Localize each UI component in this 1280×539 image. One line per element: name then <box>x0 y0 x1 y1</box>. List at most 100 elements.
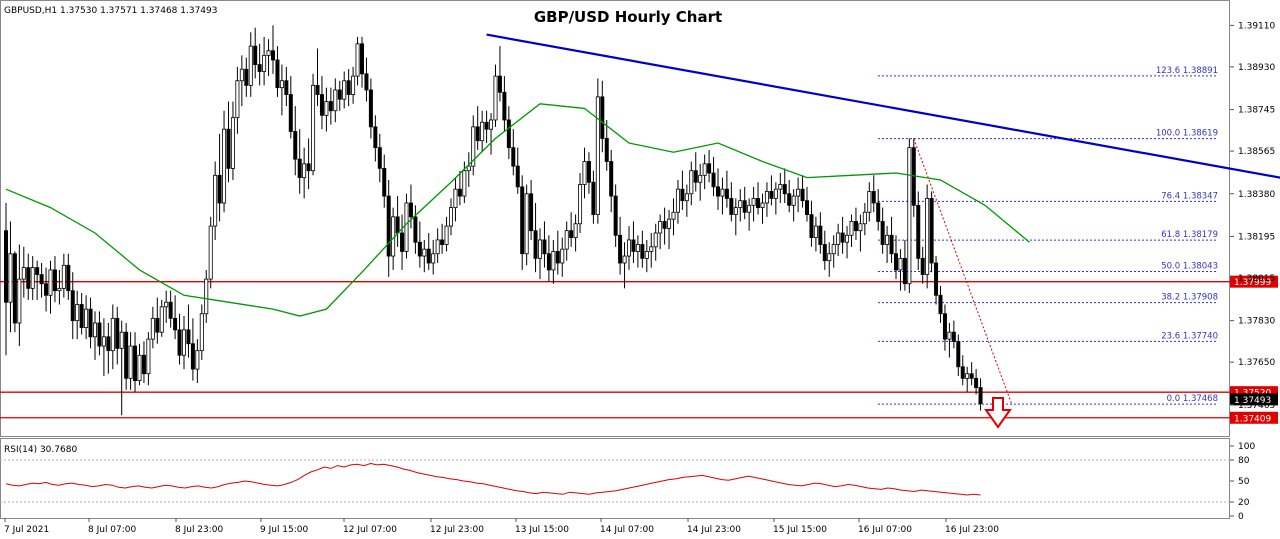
price-tick-label: 1.39110 <box>1238 21 1275 31</box>
candle-body <box>164 301 169 308</box>
candle-body <box>533 230 538 259</box>
candle-body <box>627 239 632 257</box>
current-price-box <box>1230 393 1278 406</box>
rsi-line <box>5 462 981 496</box>
candle-body <box>951 331 956 342</box>
candle-body <box>586 161 591 183</box>
candle-body <box>693 170 698 183</box>
rsi-title: RSI(14) 30.7680 <box>4 445 77 455</box>
candle-body <box>684 193 689 202</box>
candle-body <box>813 225 818 239</box>
candle-body <box>17 278 22 324</box>
candle-body <box>591 181 596 215</box>
candle-body <box>226 128 231 169</box>
candle-body <box>275 59 280 89</box>
candle-body <box>110 317 115 352</box>
candle-body <box>800 188 805 202</box>
current-price-label: 1.37493 <box>1234 396 1271 406</box>
candle-body <box>578 184 583 225</box>
candle-body <box>266 50 271 56</box>
candle-body <box>39 274 44 285</box>
time-tick-label: 15 Jul 15:00 <box>773 525 827 535</box>
candle-body <box>925 197 930 275</box>
candle-body <box>778 184 783 190</box>
candle-body <box>974 377 979 388</box>
candle-body <box>885 234 890 245</box>
candle-body <box>288 94 293 132</box>
candle-body <box>716 186 721 197</box>
down-arrow-icon <box>984 397 1012 429</box>
level-price-label: 1.37409 <box>1234 414 1271 424</box>
candle-body <box>35 267 40 275</box>
candle-body <box>782 184 787 195</box>
candle-body <box>613 195 618 236</box>
candle-body <box>302 163 307 179</box>
candle-body <box>689 170 694 195</box>
candle-body <box>960 366 965 379</box>
candle-body <box>760 202 765 209</box>
candle-body <box>382 168 387 197</box>
candle-body <box>724 188 729 199</box>
candle-body <box>818 225 823 245</box>
candle-body <box>609 161 614 197</box>
candle-body <box>257 64 262 72</box>
candle-body <box>444 225 449 245</box>
candle-body <box>738 200 743 209</box>
time-axis-layer: 7 Jul 2021 8 Jul 07:00 8 Jul 23:00 9 Jul 15… <box>4 518 999 535</box>
price-tick-label: 1.38380 <box>1238 190 1275 200</box>
candle-body <box>448 207 453 227</box>
candle-body <box>373 126 378 149</box>
candle-body <box>644 251 649 259</box>
candle-body <box>480 121 485 142</box>
candle-body <box>133 345 138 382</box>
candle-body <box>978 387 983 405</box>
fibonacci-level-label: 23.6 1.37740 <box>1161 331 1218 341</box>
time-tick-label: 13 Jul 15:00 <box>515 525 569 535</box>
rsi-tick-label: 20 <box>1238 498 1250 508</box>
time-tick-label: 8 Jul 23:00 <box>175 525 224 535</box>
candle-body <box>239 68 244 82</box>
fibonacci-level-label: 50.0 1.38043 <box>1161 262 1218 272</box>
candle-body <box>702 163 707 176</box>
candle-body <box>604 138 609 162</box>
candle-body <box>733 207 738 215</box>
candle-body <box>880 221 885 245</box>
candle-body <box>270 50 275 61</box>
candle-body <box>431 253 436 264</box>
candle-body <box>894 253 899 271</box>
candle-body <box>827 253 832 262</box>
candle-body <box>395 216 400 234</box>
candle-body <box>404 202 409 252</box>
candle-body <box>942 313 947 340</box>
candle-body <box>115 317 120 349</box>
candle-body <box>489 119 494 130</box>
fibonacci-level-label: 123.6 1.38891 <box>1156 66 1218 76</box>
candle-body <box>159 306 164 333</box>
candle-body <box>8 253 13 303</box>
price-tick-label: 1.37650 <box>1238 358 1275 368</box>
candle-body <box>457 188 462 197</box>
rsi-layer: 100 80 50 20 0 <box>0 442 1255 522</box>
candle-body <box>262 54 267 72</box>
candle-body <box>836 232 841 245</box>
candle-body <box>622 255 627 264</box>
candle-body <box>747 204 752 213</box>
candle-body <box>822 244 827 262</box>
candle-body <box>907 147 912 285</box>
candle-body <box>293 131 298 160</box>
candle-body <box>729 197 734 215</box>
candle-body <box>21 267 26 280</box>
price-tick-label: 1.37830 <box>1238 317 1275 327</box>
candle-body <box>756 197 761 209</box>
candle-body <box>315 84 320 95</box>
level-price-label: 1.37999 <box>1234 278 1271 288</box>
candle-body <box>297 158 302 179</box>
candle-body <box>217 174 222 204</box>
time-tick-label: 14 Jul 07:00 <box>600 525 654 535</box>
candle-body <box>377 147 382 169</box>
candle-body <box>400 232 405 252</box>
candle-body <box>426 248 431 264</box>
candle-body <box>346 80 351 95</box>
price-tick-label: 1.38015 <box>1238 274 1275 284</box>
